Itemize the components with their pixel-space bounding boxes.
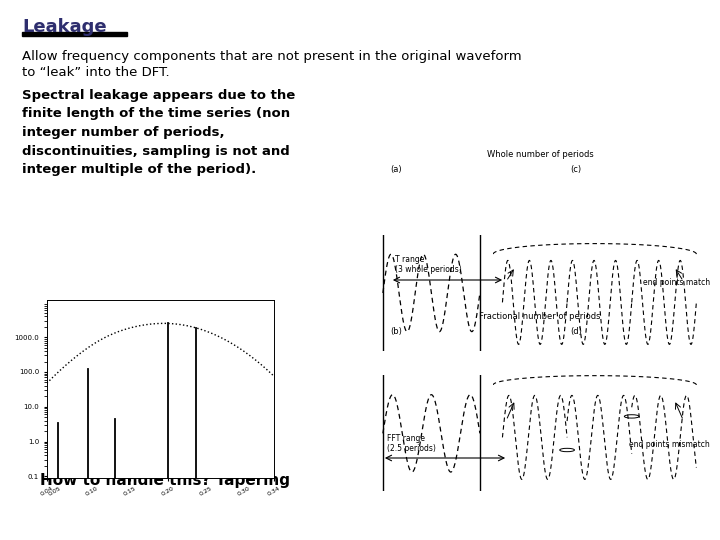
Text: Spectral leakage appears due to the
finite length of the time series (non
intege: Spectral leakage appears due to the fini… (22, 89, 295, 176)
Text: to “leak” into the DFT.: to “leak” into the DFT. (22, 66, 170, 79)
Bar (22, 32, 127, 36)
Text: (c): (c) (570, 165, 581, 174)
Text: Fractional number of periods: Fractional number of periods (480, 312, 600, 321)
Text: T range
(3 whole periods): T range (3 whole periods) (395, 254, 462, 274)
Text: Allow frequency components that are not present in the original waveform: Allow frequency components that are not … (22, 50, 521, 63)
Text: (b): (b) (390, 327, 402, 336)
Text: end points match: end points match (643, 278, 710, 287)
Text: (a): (a) (390, 165, 402, 174)
Text: Leakage: Leakage (22, 18, 107, 36)
Text: Whole number of periods: Whole number of periods (487, 150, 593, 159)
Text: (d): (d) (570, 327, 582, 336)
Text: FFT range
(2.5 periods): FFT range (2.5 periods) (387, 434, 436, 453)
Text: How to handle this? Tapering: How to handle this? Tapering (40, 473, 290, 488)
Text: end points mismatch: end points mismatch (629, 440, 710, 449)
